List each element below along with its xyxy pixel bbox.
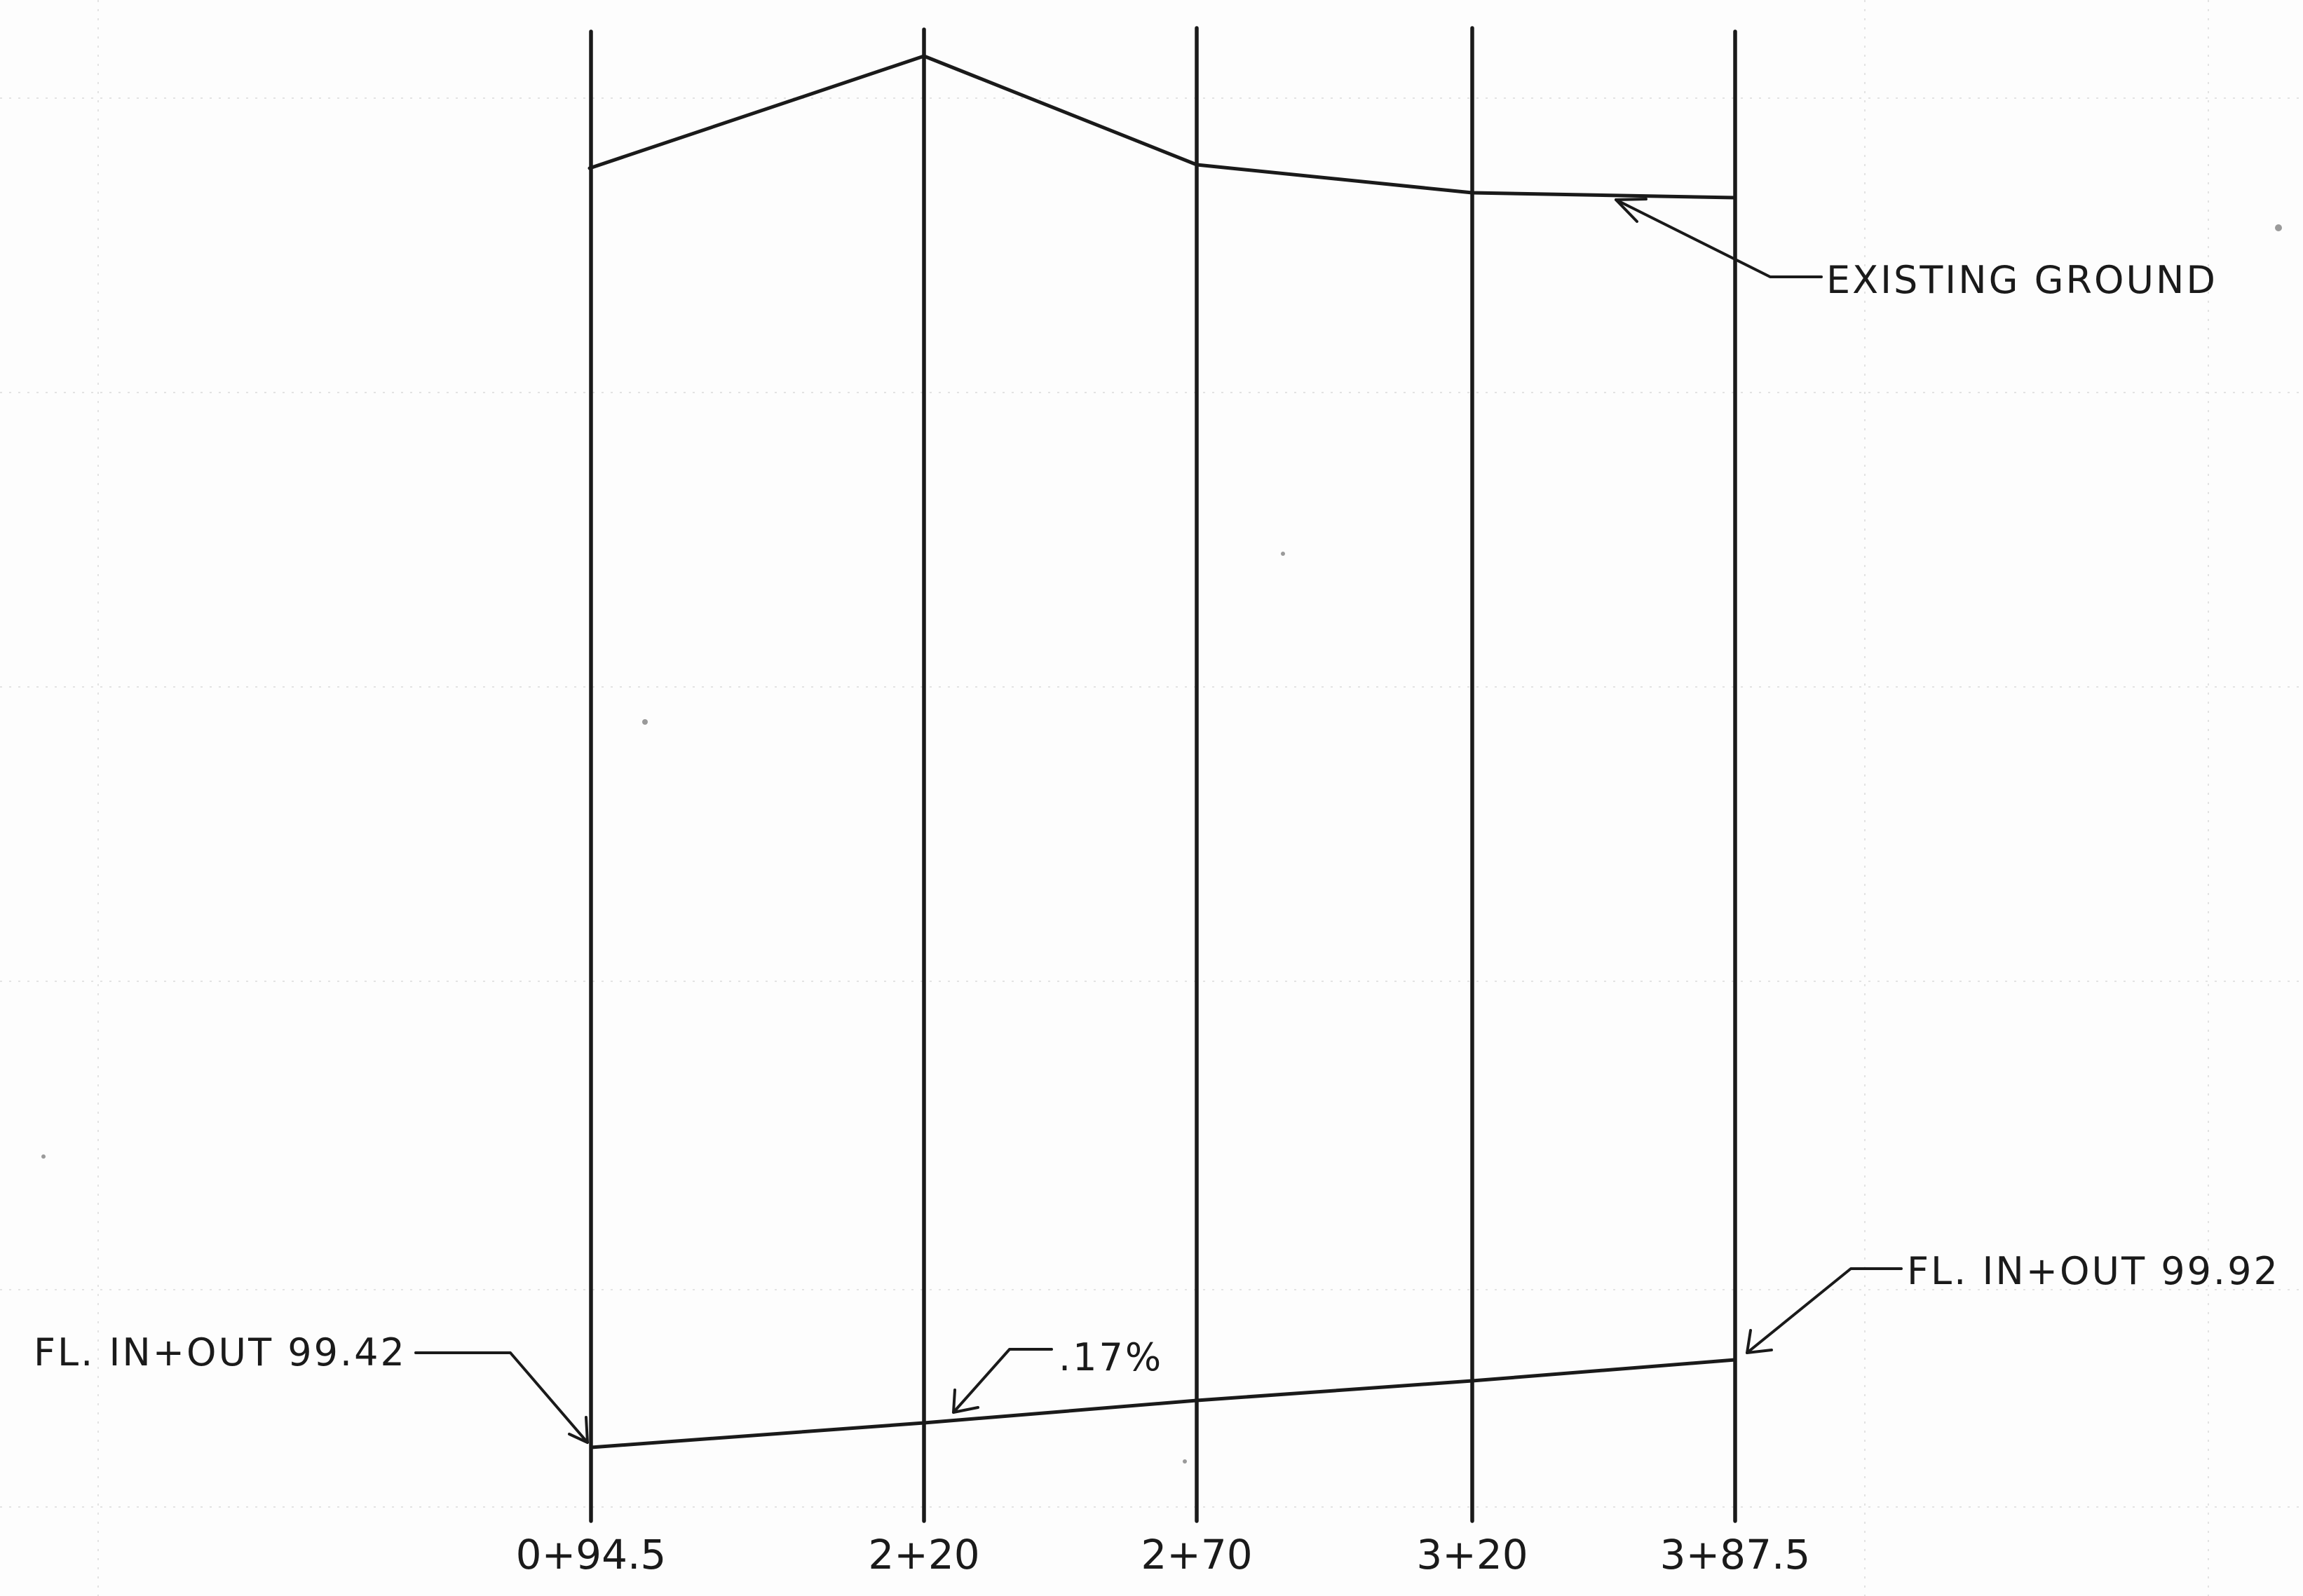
- flow-line: [589, 1358, 1737, 1450]
- scan-speck: [642, 719, 648, 725]
- fl-left-leader: [414, 1351, 589, 1444]
- existing-ground-arrowhead: [1615, 198, 1648, 223]
- station-label: 0+94.5: [516, 1531, 667, 1578]
- fl-right-label: FL. IN+OUT 99.92: [1907, 1249, 2280, 1293]
- station-label: 2+70: [1141, 1531, 1252, 1578]
- scan-speck: [1281, 552, 1285, 556]
- slope-label: .17%: [1059, 1335, 1163, 1379]
- slope-arrowhead: [952, 1389, 979, 1414]
- slope-leader: [952, 1348, 1053, 1414]
- fl-left-arrowhead: [568, 1416, 589, 1444]
- existing-ground-callout: EXISTING GROUND: [1615, 198, 2217, 302]
- fl-right-arrowhead: [1746, 1329, 1773, 1354]
- scan-speck: [1183, 1459, 1187, 1464]
- station-label: 2+20: [868, 1531, 979, 1578]
- slope-callout: .17%: [952, 1335, 1163, 1414]
- fl-right-callout: FL. IN+OUT 99.92: [1746, 1249, 2280, 1354]
- fl-right-leader: [1746, 1267, 1903, 1354]
- station-labels: 0+94.5 2+20 2+70 3+20 3+87.5: [516, 1531, 1811, 1578]
- station-label: 3+20: [1416, 1531, 1528, 1578]
- scan-speck: [41, 1154, 46, 1159]
- scan-speck: [2275, 224, 2282, 231]
- station-lines: [589, 26, 1737, 1523]
- existing-ground-label: EXISTING GROUND: [1826, 258, 2217, 302]
- existing-ground-leader: [1615, 198, 1823, 278]
- existing-ground-line: [587, 54, 1737, 200]
- station-label: 3+87.5: [1660, 1531, 1811, 1578]
- fl-left-callout: FL. IN+OUT 99.42: [34, 1330, 589, 1444]
- scan-specks: [41, 224, 2282, 1464]
- fl-left-label: FL. IN+OUT 99.42: [34, 1330, 407, 1375]
